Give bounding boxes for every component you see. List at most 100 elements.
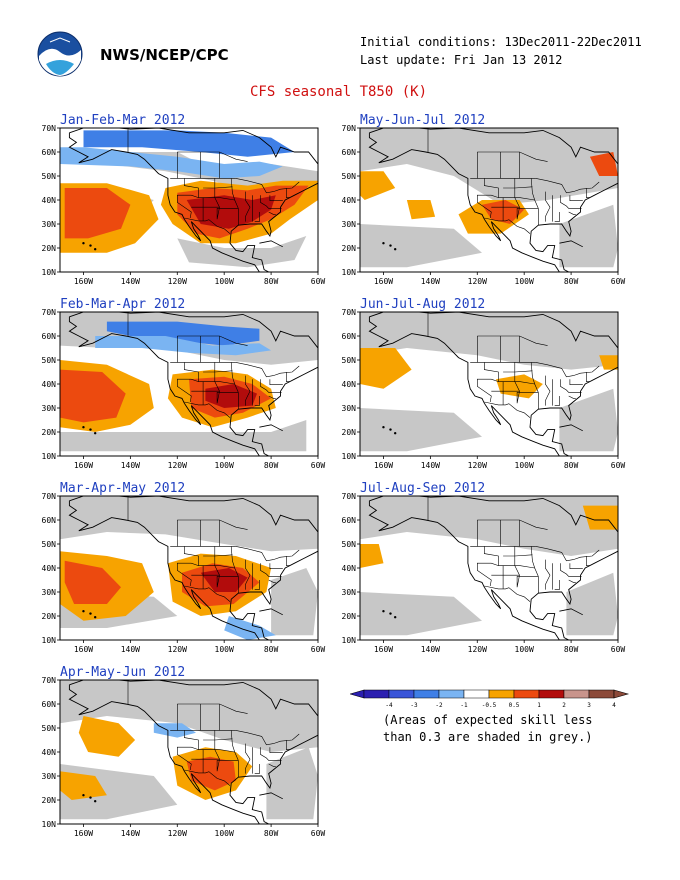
political-border [286, 556, 290, 566]
island [382, 610, 385, 613]
political-border [230, 362, 239, 393]
political-border [254, 396, 260, 406]
colorbar-tick-label: -4 [385, 702, 393, 709]
colorbar-arrow-left [350, 689, 365, 699]
longitude-label: 160W [374, 645, 393, 654]
political-border [545, 559, 551, 590]
latitude-label: 60N [42, 700, 57, 709]
political-border [184, 585, 231, 602]
political-border [498, 565, 535, 569]
political-border [268, 579, 276, 583]
political-border [198, 565, 235, 569]
longitude-label: 100W [215, 277, 234, 286]
latitude-label: 40N [342, 380, 357, 389]
colorbar-tick-label: -2 [435, 702, 443, 709]
latitude-label: 70N [42, 492, 57, 501]
political-border [484, 217, 531, 234]
political-border [177, 335, 248, 346]
longitude-label: 120W [468, 461, 487, 470]
latitude-label: 30N [42, 220, 57, 229]
colorbar-segment [363, 689, 390, 699]
longitude-label: 120W [168, 645, 187, 654]
latitude-label: 10N [42, 636, 57, 645]
latitude-label: 20N [342, 612, 357, 621]
longitude-label: 100W [215, 829, 234, 838]
political-border [269, 747, 283, 753]
latitude-label: 60N [342, 332, 357, 341]
last-update-text: Last update: Fri Jan 13 2012 [360, 53, 563, 67]
coastline [559, 424, 583, 432]
political-border [230, 730, 239, 761]
political-border [503, 186, 533, 189]
coastline [68, 680, 318, 824]
longitude-label: 80W [264, 829, 279, 838]
political-border [268, 395, 276, 399]
latitude-label: 70N [42, 124, 57, 133]
political-border [569, 195, 583, 201]
political-border [260, 563, 282, 577]
latitude-label: 60N [42, 332, 57, 341]
latitude-label: 30N [42, 772, 57, 781]
latitude-label: 50N [42, 356, 57, 365]
latitude-label: 60N [42, 148, 57, 157]
island [382, 242, 385, 245]
latitude-label: 40N [42, 564, 57, 573]
colorbar-segment [388, 689, 415, 699]
latitude-label: 20N [342, 244, 357, 253]
political-border [230, 178, 239, 209]
longitude-label: 140W [421, 277, 440, 286]
political-border [569, 563, 583, 569]
coastline [259, 240, 283, 248]
island [82, 610, 85, 613]
anomaly-region [360, 348, 412, 389]
anomaly-region [589, 152, 618, 176]
political-border [477, 362, 499, 403]
anomaly-region [360, 171, 396, 200]
political-border [530, 178, 539, 209]
political-border [177, 362, 199, 403]
anomaly-region [106, 321, 260, 346]
panel-title: Feb-Mar-Apr 2012 [60, 297, 186, 312]
political-border [245, 743, 251, 774]
island [93, 432, 97, 435]
colorbar-segment [413, 689, 440, 699]
island [93, 800, 97, 803]
political-border [568, 579, 576, 583]
political-border [235, 730, 300, 746]
anomaly-region [406, 200, 436, 220]
anomaly-region [95, 336, 272, 356]
political-border [198, 749, 235, 753]
colorbar-segment [488, 689, 515, 699]
latitude-label: 40N [342, 564, 357, 573]
longitude-label: 140W [121, 461, 140, 470]
latitude-label: 20N [42, 612, 57, 621]
political-border [535, 362, 600, 378]
longitude-label: 60W [311, 461, 326, 470]
agency-label: NWS/NCEP/CPC [100, 46, 229, 64]
latitude-label: 30N [342, 220, 357, 229]
political-border [260, 195, 282, 209]
political-border [560, 379, 582, 393]
political-border [477, 546, 499, 587]
latitude-label: 10N [342, 452, 357, 461]
political-border [268, 211, 276, 215]
political-border [177, 151, 248, 162]
forecast-map-panel: 70N 60N 50N 40N 30N 20N 10N 160W 140W 120W 100W 80W… [42, 676, 326, 838]
anomaly-region [582, 505, 618, 530]
longitude-label: 60W [611, 461, 626, 470]
anomaly-region [60, 420, 307, 452]
longitude-label: 80W [264, 461, 279, 470]
colorbar-tick-label: 2 [562, 702, 566, 709]
political-border [203, 186, 233, 189]
panel-title: Jun-Jul-Aug 2012 [360, 297, 486, 312]
panel-title: Jan-Feb-Mar 2012 [60, 113, 186, 128]
political-border [245, 559, 251, 590]
anomaly-region [559, 204, 618, 268]
longitude-label: 80W [264, 277, 279, 286]
political-border [235, 546, 300, 562]
figure-title: CFS seasonal T850 (K) [250, 84, 428, 100]
latitude-label: 20N [42, 244, 57, 253]
latitude-label: 30N [42, 404, 57, 413]
anomaly-region [83, 130, 295, 157]
island [393, 616, 397, 619]
